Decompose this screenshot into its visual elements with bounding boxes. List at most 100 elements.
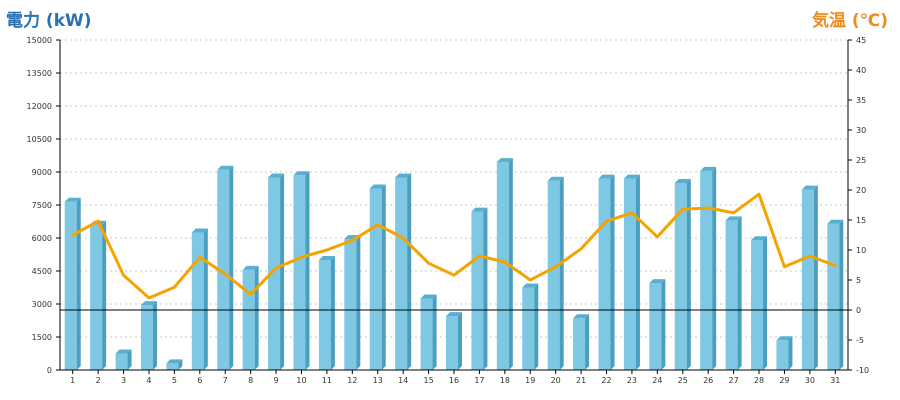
x-tick-label: 23 — [627, 376, 637, 385]
temperature-line-layer — [71, 192, 837, 300]
bar — [446, 312, 462, 370]
x-tick-label: 8 — [248, 376, 253, 385]
left-tick-label: 12000 — [27, 102, 52, 111]
bar-top — [801, 185, 818, 190]
bar-front — [293, 175, 306, 370]
bar-top — [369, 184, 386, 189]
bar-side — [534, 283, 539, 370]
right-tick-label: 35 — [856, 96, 866, 105]
x-tick-label: 10 — [296, 376, 306, 385]
x-tick-label: 13 — [373, 376, 383, 385]
bar — [140, 301, 157, 370]
x-tick-label: 29 — [779, 376, 789, 385]
bar-front — [801, 189, 814, 370]
bar — [293, 171, 310, 370]
bar-top — [674, 179, 691, 183]
bar — [801, 185, 818, 370]
bar — [268, 173, 285, 370]
bar-front — [751, 240, 764, 370]
x-tick-label: 21 — [576, 376, 586, 385]
bar-top — [496, 158, 513, 163]
bar-front — [725, 220, 738, 370]
bar-side — [203, 228, 208, 370]
bar-front — [674, 183, 687, 370]
bar-top — [522, 283, 539, 288]
bar-top — [751, 236, 768, 241]
bar-front — [598, 178, 611, 370]
bar-front — [115, 353, 128, 370]
bar-front — [573, 318, 586, 370]
bar-top — [166, 359, 183, 364]
x-tick-label: 31 — [830, 376, 840, 385]
right-tick-label: 45 — [856, 36, 866, 45]
left-tick-label: 3000 — [32, 300, 52, 309]
right-tick-label: 20 — [856, 186, 866, 195]
x-tick-label: 27 — [729, 376, 739, 385]
bar — [573, 314, 590, 370]
right-tick-label: 30 — [856, 126, 866, 135]
bar-top — [547, 176, 564, 181]
bar-top — [776, 336, 793, 341]
right-tick-label: 5 — [856, 276, 861, 285]
bar-side — [127, 349, 132, 370]
bar-front — [522, 287, 535, 370]
bar-top — [191, 228, 208, 233]
bar-front — [217, 169, 230, 370]
bar — [700, 166, 717, 370]
bar-top — [700, 166, 717, 171]
bar-side — [254, 265, 259, 370]
bar-side — [152, 301, 157, 370]
bar — [598, 174, 615, 370]
bar-top — [395, 173, 412, 178]
bar-side — [330, 256, 335, 370]
bar-side — [610, 174, 615, 370]
x-tick-label: 16 — [449, 376, 459, 385]
bar — [191, 228, 208, 370]
x-tick-label: 4 — [146, 376, 151, 385]
bar-side — [559, 176, 564, 370]
bar-top — [649, 279, 666, 284]
left-tick-label: 15000 — [27, 36, 52, 45]
x-tick-label: 24 — [652, 376, 662, 385]
bar-side — [381, 184, 386, 370]
bar-side — [102, 220, 107, 370]
x-tick-label: 5 — [172, 376, 177, 385]
bar — [90, 220, 107, 370]
bar-front — [166, 363, 179, 370]
bar-front — [547, 180, 560, 370]
x-tick-label: 11 — [322, 376, 332, 385]
x-tick-label: 14 — [398, 376, 408, 385]
x-tick-label: 7 — [223, 376, 228, 385]
right-tick-label: 10 — [856, 246, 866, 255]
bar-side — [788, 336, 793, 370]
bar-side — [305, 171, 310, 370]
bar-side — [763, 236, 768, 370]
bar-side — [839, 219, 844, 370]
bar-front — [90, 224, 103, 370]
bar-top — [598, 174, 615, 179]
bar-front — [827, 223, 840, 370]
bar-side — [432, 294, 437, 370]
bar-side — [508, 158, 513, 370]
left-tick-label: 13500 — [27, 69, 52, 78]
bar — [420, 294, 437, 370]
x-tick-label: 17 — [474, 376, 484, 385]
bar-top — [217, 165, 234, 170]
bar-front — [369, 188, 382, 370]
bar — [623, 174, 640, 370]
bar-top — [318, 256, 335, 260]
x-tick-label: 22 — [601, 376, 611, 385]
bar — [547, 176, 564, 370]
bar — [64, 197, 81, 370]
tick-labels-layer: 0 1500 3000 4500 6000 7500 9000 10500 12000 13500… — [27, 36, 870, 385]
bar — [827, 219, 844, 370]
bar-side — [356, 235, 361, 370]
bar-front — [191, 232, 204, 370]
bar-side — [661, 279, 666, 370]
bar-front — [471, 211, 484, 370]
bar-front — [140, 305, 153, 370]
grid-layer — [60, 39, 848, 338]
bar-side — [686, 179, 691, 370]
bar — [369, 184, 386, 370]
